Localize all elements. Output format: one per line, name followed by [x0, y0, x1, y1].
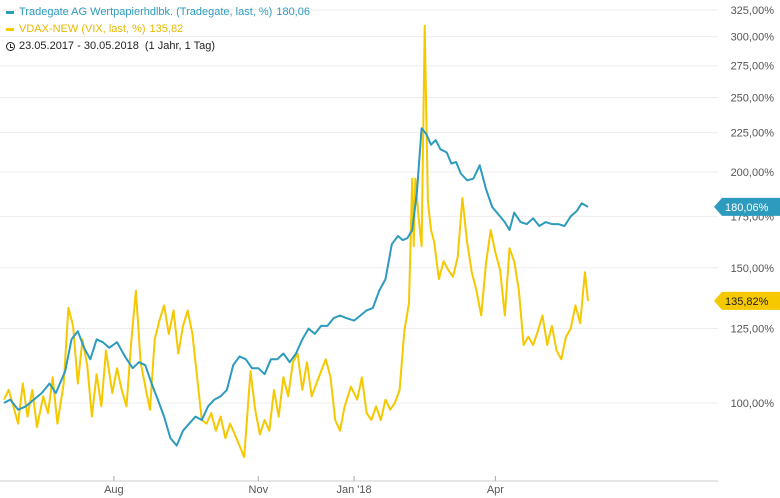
x-tick-label: Jan '18	[337, 484, 372, 496]
y-tick-label: 225,00%	[731, 128, 775, 140]
x-tick-label: Nov	[249, 484, 269, 496]
legend-series-value: 180,06	[276, 6, 310, 18]
price-tag-label: 180,06%	[725, 202, 769, 214]
grid-lines	[0, 9, 718, 404]
series-line-tradegate	[3, 127, 589, 447]
y-tick-label: 125,00%	[731, 324, 775, 336]
price-tag-label: 135,82%	[725, 296, 769, 308]
legend-item-tradegate[interactable]: Tradegate AG Wertpapierhdlbk. (Tradegate…	[6, 4, 310, 21]
price-tag-background	[714, 197, 780, 216]
x-axis: Aug Nov Jan '18 Apr	[0, 476, 718, 496]
series-color-swatch	[6, 11, 14, 14]
price-tag-tradegate: 180,06%	[714, 197, 780, 216]
legend-item-vdax[interactable]: VDAX-NEW (VIX, last, %) 135,82	[6, 21, 310, 38]
period-detail: (1 Jahr, 1 Tag)	[144, 40, 216, 52]
y-tick-label: 300,00%	[731, 32, 775, 44]
y-tick-label: 275,00%	[731, 61, 775, 73]
x-tick-label: Aug	[104, 484, 124, 496]
x-tick-label: Apr	[487, 484, 504, 496]
legend-series-name: VDAX-NEW (VIX, last, %)	[19, 23, 146, 35]
legend-period: 23.05.2017 - 30.05.2018 (1 Jahr, 1 Tag)	[6, 38, 310, 55]
price-tag-background	[714, 291, 780, 310]
legend: Tradegate AG Wertpapierhdlbk. (Tradegate…	[6, 4, 310, 55]
legend-series-value: 135,82	[149, 23, 184, 35]
period-range: 23.05.2017 - 30.05.2018	[19, 40, 139, 52]
y-tick-label: 150,00%	[731, 263, 775, 275]
price-tags: 180,06% 135,82%	[714, 197, 780, 310]
series-layer	[3, 24, 589, 459]
clock-icon	[6, 42, 15, 51]
y-tick-label: 250,00%	[731, 92, 775, 104]
y-axis: 100,00%125,00%150,00%175,00%200,00%225,0…	[731, 5, 775, 410]
y-tick-label: 325,00%	[731, 5, 775, 17]
price-tag-vdax: 135,82%	[714, 291, 780, 310]
y-tick-label: 100,00%	[731, 398, 775, 410]
legend-series-name: Tradegate AG Wertpapierhdlbk. (Tradegate…	[19, 6, 273, 18]
series-color-swatch	[6, 28, 14, 31]
series-line-vdax	[3, 24, 589, 459]
y-tick-label: 200,00%	[731, 167, 775, 179]
